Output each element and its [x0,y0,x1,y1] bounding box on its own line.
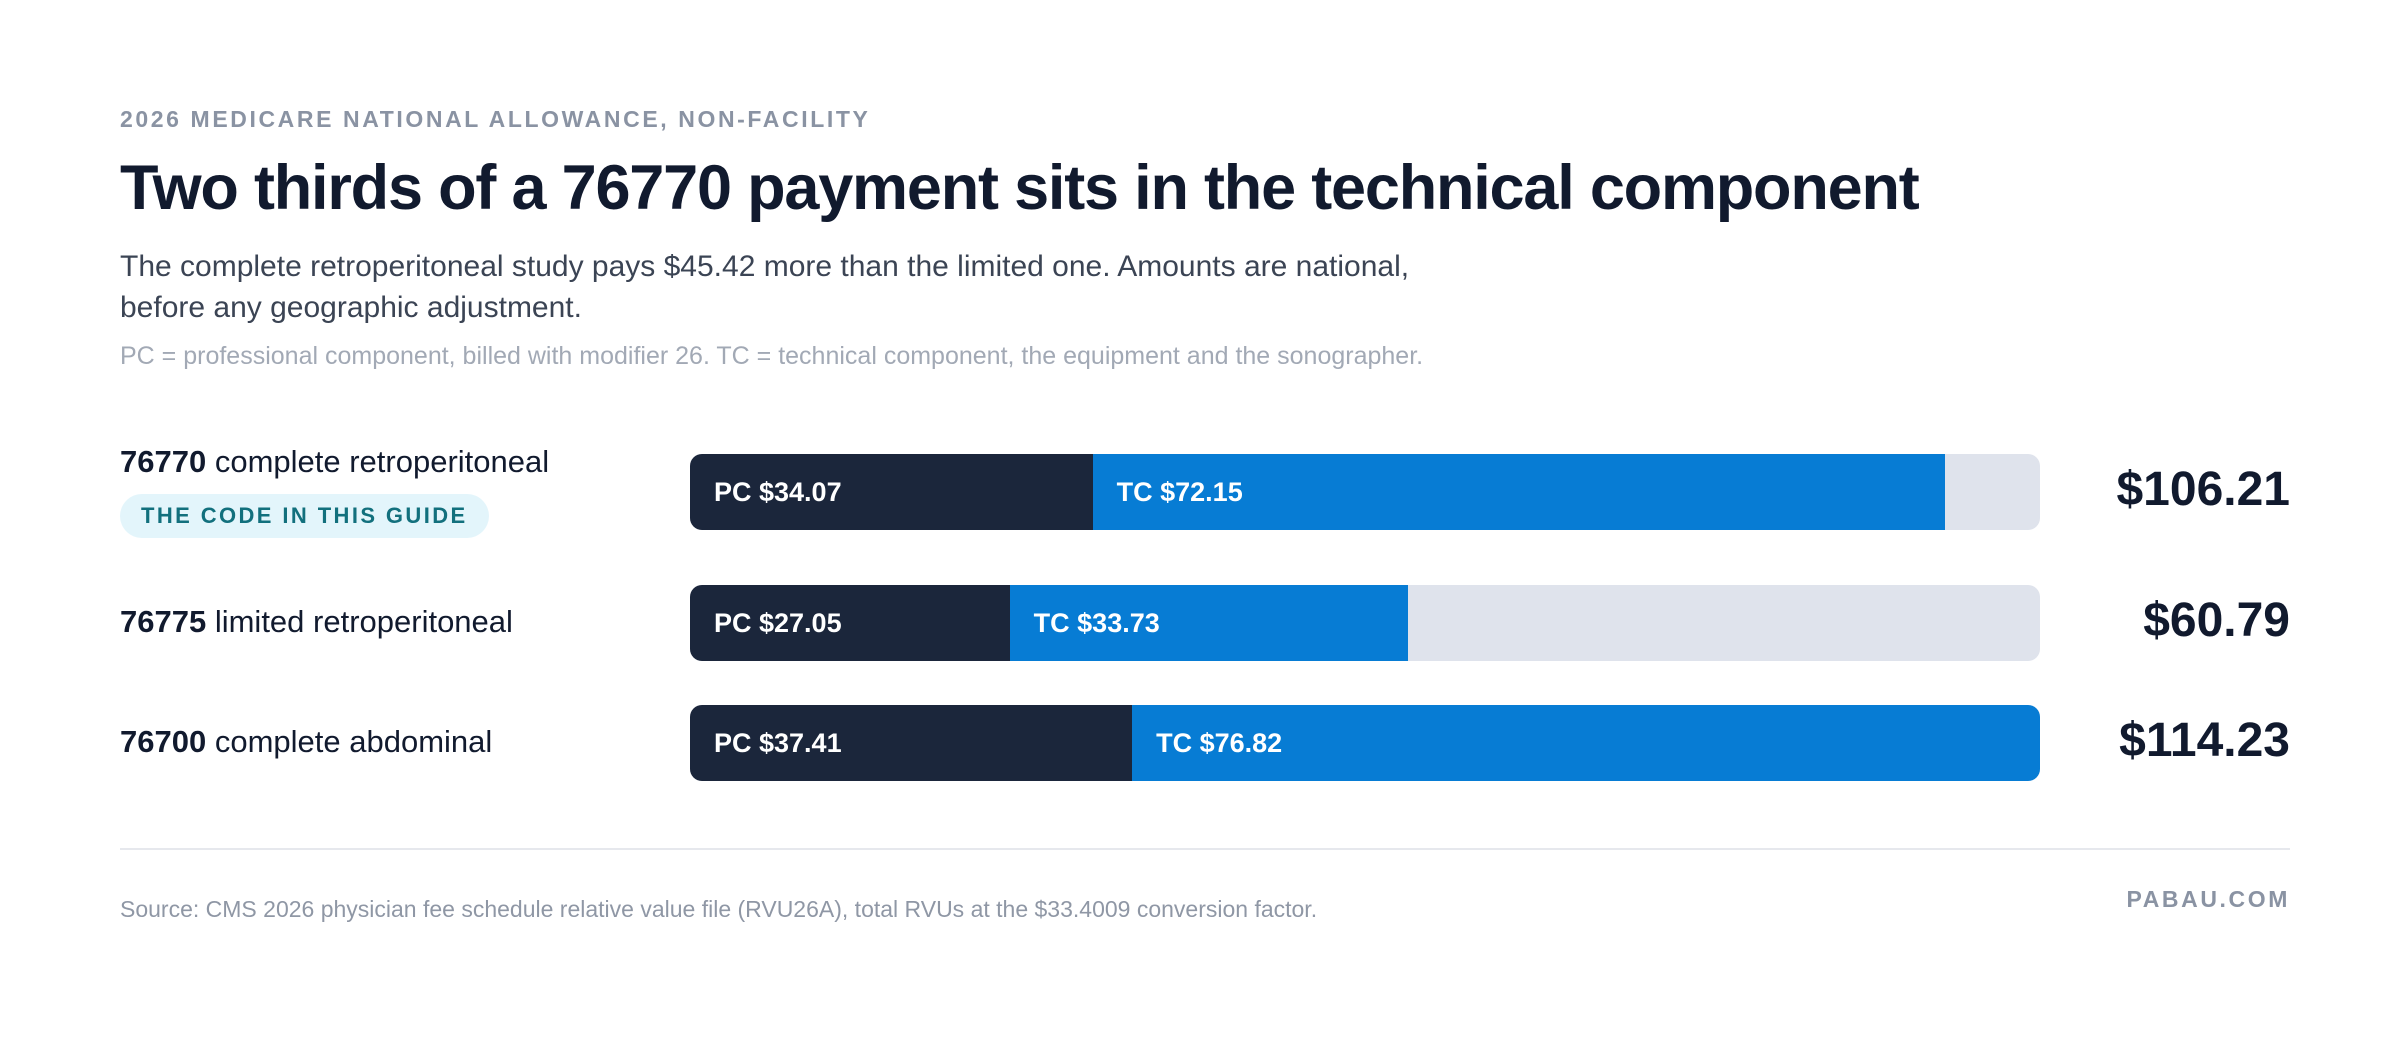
abbreviation-note: PC = professional component, billed with… [120,342,1424,370]
row-label-76775: 76775 limited retroperitoneal [120,604,513,640]
eyebrow-label: 2026 MEDICARE NATIONAL ALLOWANCE, NON-FA… [120,106,871,132]
chart-subtitle: The complete retroperitoneal study pays … [120,250,1410,324]
chart-title: Two thirds of a 76770 payment sits in th… [120,153,1920,223]
total-76770: $106.21 [2116,463,2290,516]
bar-track-76700: PC $37.41 TC $76.82 [690,705,2040,781]
row-code: 76700 [120,724,207,759]
bar-track-76775: PC $27.05 TC $33.73 [690,585,2040,661]
tc-value-label: TC $33.73 [1033,607,1160,638]
row-description: complete abdominal [206,724,493,759]
source-note: Source: CMS 2026 physician fee schedule … [120,896,1318,922]
row-label-76700: 76700 complete abdominal [120,724,492,760]
row-code: 76775 [120,604,207,639]
row-description: complete retroperitoneal [206,444,550,479]
footer-divider [120,848,2290,850]
pc-value-label: PC $27.05 [714,607,842,638]
row-code: 76770 [120,444,207,479]
row-description: limited retroperitoneal [206,604,513,639]
pc-bar-76700: PC $37.41 [690,705,1133,781]
pc-bar-76770: PC $34.07 [690,454,1093,530]
tc-bar-76775: TC $33.73 [1009,585,1409,661]
total-76700: $114.23 [2119,714,2290,767]
tc-bar-76700: TC $76.82 [1132,705,2040,781]
total-76775: $60.79 [2143,594,2290,647]
pc-value-label: PC $34.07 [714,476,842,507]
tc-value-label: TC $76.82 [1156,727,1283,758]
pc-bar-76775: PC $27.05 [690,585,1010,661]
tc-value-label: TC $72.15 [1116,476,1243,507]
pc-value-label: PC $37.41 [714,727,842,758]
guide-code-badge: THE CODE IN THIS GUIDE [120,494,489,538]
brand-link[interactable]: PABAU.COM [2126,886,2290,912]
row-label-76770: 76770 complete retroperitoneal [120,444,549,480]
bar-track-76770: PC $34.07 TC $72.15 [690,454,2040,530]
tc-bar-76770: TC $72.15 [1092,454,1946,530]
